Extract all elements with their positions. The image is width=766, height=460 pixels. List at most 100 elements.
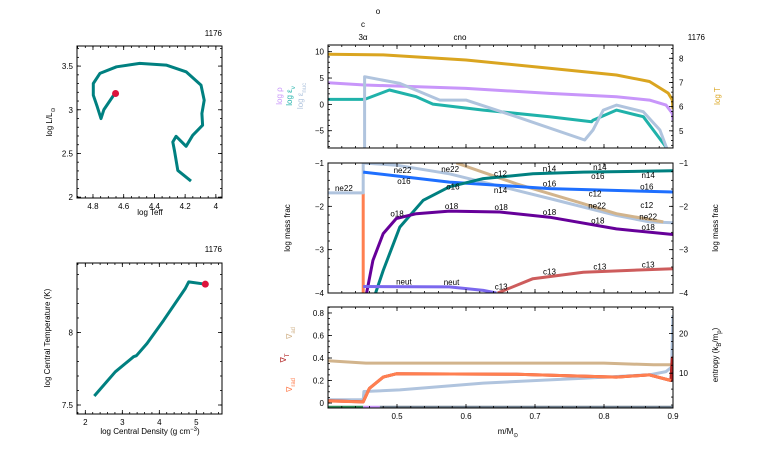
- series-label-c12: c12: [494, 169, 507, 178]
- y-axis-label-left: log εν: [285, 86, 297, 105]
- label-part: log ε: [296, 92, 305, 109]
- panel-central: 2 3 4 5 7.5 8 1176 log Central Density (g cm−3)…: [43, 245, 223, 436]
- series-evolution-track: [91, 61, 206, 183]
- y2-tick-label: 20: [679, 329, 688, 338]
- series-label-o18: o18: [390, 209, 404, 218]
- x-tick-label: 0.6: [460, 412, 472, 421]
- y-tick-label: 0.2: [313, 377, 325, 386]
- series-label-neut: neut: [396, 278, 412, 287]
- series-log-T: [328, 52, 673, 110]
- label-part: ): [197, 427, 200, 436]
- y-tick-label: 3.5: [62, 62, 74, 71]
- label-part: log T: [713, 87, 722, 105]
- series-label-c12: c12: [640, 201, 653, 210]
- y-tick-label: 7.5: [62, 401, 74, 410]
- y-axis-label-left: log mass frac: [283, 204, 292, 252]
- series-neut: [363, 285, 497, 293]
- y-tick-label: −3: [315, 246, 325, 255]
- series-label-ne22: ne22: [335, 184, 353, 193]
- y-axis-label-right: entropy (kB/mp): [711, 327, 723, 382]
- x-tick-label: 0.9: [667, 412, 679, 421]
- y-tick-label: 0.8: [313, 309, 325, 318]
- label-part: log Central Temperature (K): [43, 288, 52, 387]
- label-part: log mass frac: [283, 204, 292, 252]
- plot-frame: [327, 162, 674, 294]
- x-axis-label: log Teff: [137, 208, 163, 217]
- series-grad-ad: [328, 359, 673, 367]
- label-part: m/M: [498, 427, 514, 436]
- y-axis-label-left: log ρ: [275, 87, 284, 105]
- x-tick-label: 4: [214, 202, 219, 211]
- series-label-o16: o16: [397, 177, 411, 186]
- y2-tick-label: 6: [679, 103, 684, 112]
- series-label-o18: o18: [641, 223, 655, 232]
- label-part: ∇: [279, 357, 288, 364]
- label-part: log Teff: [137, 208, 163, 217]
- y-axis-label-left: ∇T: [279, 353, 291, 363]
- series-label-c13: c13: [593, 263, 606, 272]
- plot-frame: [76, 45, 223, 199]
- model-number: 1176: [205, 245, 223, 254]
- panel-hr: 4.8 4.6 4.4 4.2 4 2 2.5 3 3.5 1176 log Teff log L/L…: [45, 29, 223, 217]
- y2-tick-label: 5: [679, 127, 684, 136]
- series-log-eps-nu: [328, 88, 669, 148]
- series-label-c13: c13: [495, 283, 508, 292]
- series-log-rho: [328, 81, 673, 121]
- y-tick-label: −5: [315, 127, 325, 136]
- label-part: p: [717, 330, 723, 334]
- x-axis-label: m/M⊙: [498, 427, 519, 439]
- series-label-c13: c13: [543, 268, 556, 277]
- series-o18: [365, 209, 673, 293]
- plot-frame: [327, 306, 674, 409]
- y-axis-label-left: ∇rad: [285, 378, 297, 393]
- x-tick-label: 3: [120, 418, 125, 427]
- y-tick-label: 5: [320, 74, 325, 83]
- label-part: ⊙: [513, 433, 518, 439]
- x-tick-label: 4.4: [149, 202, 161, 211]
- series-central-track: [93, 280, 206, 397]
- y-tick-label: 8: [69, 328, 74, 337]
- x-tick-label: 0.7: [529, 412, 541, 421]
- label-part: ∇: [285, 386, 294, 393]
- label-part: ad: [291, 327, 297, 334]
- series-label-n14: n14: [593, 163, 607, 172]
- x-axis-label: log Central Density (g cm−3): [100, 427, 200, 436]
- x-tick-label: 4.6: [118, 202, 130, 211]
- burn-zone-label: o: [376, 7, 381, 16]
- series-label-c13: c13: [642, 261, 655, 270]
- burn-zone-label: c: [361, 20, 365, 29]
- y-axis-label-right: log T: [713, 87, 722, 105]
- series-label-n14: n14: [543, 164, 557, 173]
- y-axis-label-left: log εnuc: [296, 83, 308, 109]
- series-label-o18: o18: [445, 202, 459, 211]
- y-tick-label: 10: [315, 48, 324, 57]
- series-label-o18: o18: [543, 208, 557, 217]
- label-part: nuc: [302, 83, 308, 93]
- plot-frame: [76, 262, 223, 415]
- label-part: ⊙: [51, 107, 57, 112]
- series-label-n14: n14: [494, 186, 508, 195]
- y-tick-label: −1: [315, 159, 325, 168]
- panel-profile-gradients: 0.5 0.6 0.7 0.8 0.900.20.40.60.81020m/M⊙∇ad∇…: [279, 306, 723, 439]
- series-label-o16: o16: [543, 180, 557, 189]
- series-label-neut: neut: [444, 278, 460, 287]
- y-axis-label: log L/L⊙: [45, 107, 57, 136]
- model-number: 1176: [688, 33, 706, 42]
- series-c13: [497, 267, 673, 293]
- series-label-n14: n14: [641, 171, 655, 180]
- series-label-o16: o16: [640, 182, 654, 191]
- y2-tick-label: 8: [679, 54, 684, 63]
- label-part: log mass frac: [711, 204, 720, 252]
- y-tick-label: −2: [315, 202, 325, 211]
- y2-tick-label: 10: [679, 369, 688, 378]
- y2-tick-label: 7: [679, 78, 684, 87]
- y2-tick-label: −4: [679, 289, 689, 298]
- x-tick-label: 4.8: [87, 202, 99, 211]
- y-tick-label: 2: [69, 193, 74, 202]
- label-part: T: [285, 353, 291, 357]
- burn-zone-label: 3α: [358, 33, 367, 42]
- label-part: ∇: [285, 333, 294, 340]
- label-part: entropy (k: [711, 346, 720, 383]
